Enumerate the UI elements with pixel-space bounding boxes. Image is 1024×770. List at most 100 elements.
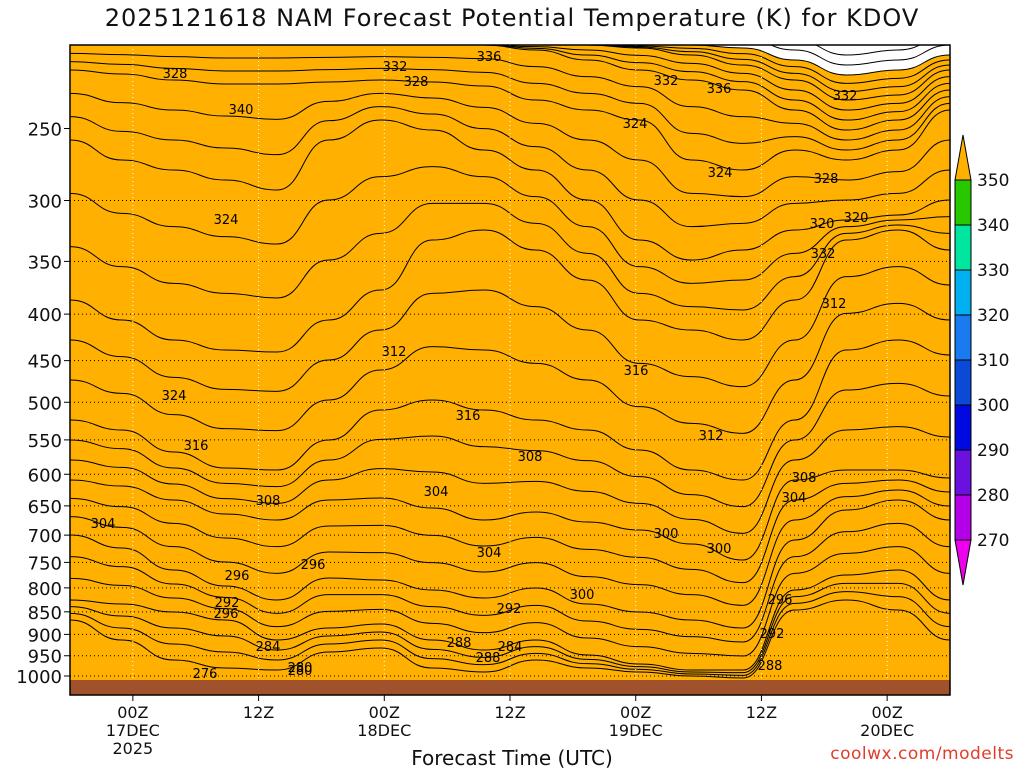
contour-label: 296 — [214, 607, 239, 622]
grid-layer — [70, 45, 950, 695]
contour-label: 300 — [654, 527, 679, 542]
colorbar-segment — [954, 179, 972, 226]
x-tick-label: 00Z — [369, 703, 400, 722]
contour-label: 332 — [833, 89, 858, 104]
y-tick-label: 800 — [28, 579, 62, 600]
y-axis: 2503003504004505005506006507007508008509… — [16, 120, 70, 688]
x-tick-year: 2025 — [112, 739, 153, 758]
contour-label: 304 — [91, 517, 116, 532]
contour-label: 284 — [256, 640, 281, 655]
contour-label: 324 — [708, 166, 733, 181]
contour-label: 288 — [476, 651, 501, 666]
colorbar-label: 290 — [977, 441, 1009, 461]
contour-label: 296 — [768, 593, 793, 608]
colorbar-label: 270 — [977, 531, 1009, 551]
contour-line — [70, 69, 950, 171]
contour-line — [70, 591, 950, 676]
contour-line — [70, 229, 950, 353]
contour-line — [70, 499, 950, 629]
contour-label: 332 — [811, 247, 836, 262]
y-tick-label: 700 — [28, 526, 62, 547]
contour-line — [769, 45, 950, 66]
colorbar-segment — [954, 359, 972, 406]
contour-label: 316 — [624, 364, 649, 379]
colorbar-label: 280 — [977, 486, 1009, 506]
y-tick-label: 850 — [28, 603, 62, 624]
contour-line — [70, 302, 950, 434]
contour-label: 324 — [214, 213, 239, 228]
contour-label: 304 — [424, 485, 449, 500]
contour-line — [70, 522, 950, 643]
contour-line — [70, 61, 950, 151]
y-tick-label: 750 — [28, 553, 62, 574]
x-tick-label: 12Z — [746, 703, 777, 722]
contour-line — [70, 469, 950, 561]
contour-line-layer — [70, 45, 950, 679]
contour-line — [70, 92, 950, 198]
x-tick-label: 12Z — [494, 703, 525, 722]
contour-label: 304 — [782, 491, 807, 506]
contour-label: 316 — [456, 409, 481, 424]
colorbar-label: 310 — [977, 351, 1009, 371]
y-tick-label: 650 — [28, 497, 62, 518]
contour-label: 308 — [518, 450, 543, 465]
contour-label: 324 — [162, 389, 187, 404]
chart-title: 2025121618 NAM Forecast Potential Temper… — [104, 4, 920, 32]
contour-label: 288 — [758, 659, 783, 674]
colorbar-label: 350 — [977, 171, 1009, 191]
contour-line — [70, 166, 950, 284]
contour-line — [70, 45, 950, 76]
contour-label: 300 — [707, 542, 732, 557]
contour-line — [70, 52, 950, 141]
colorbar-segment — [954, 314, 972, 361]
y-tick-label: 900 — [28, 625, 62, 646]
x-tick-label: 00Z — [871, 703, 902, 722]
contour-label: 300 — [570, 588, 595, 603]
ground-strip — [70, 680, 950, 695]
contour-label: 324 — [623, 117, 648, 132]
contour-label: 340 — [229, 103, 254, 118]
colorbar-max-triangle — [954, 134, 972, 181]
contour-line — [70, 479, 950, 584]
contour-label: 288 — [447, 636, 472, 651]
contour-label: 328 — [163, 67, 188, 82]
y-tick-label: 500 — [28, 393, 62, 414]
contour-label: 280 — [288, 664, 313, 679]
colorbar-min-triangle — [954, 539, 972, 586]
contour-label: 316 — [184, 439, 209, 454]
y-tick-label: 300 — [28, 192, 62, 213]
y-tick-label: 950 — [28, 647, 62, 668]
contour-label: 332 — [654, 74, 679, 89]
contour-line — [70, 599, 950, 679]
colorbar-label: 320 — [977, 306, 1009, 326]
x-tick-label: 12Z — [243, 703, 274, 722]
contour-label: 312 — [822, 297, 847, 312]
contour-label: 304 — [477, 546, 502, 561]
contour-line — [70, 45, 950, 93]
contour-line — [70, 382, 950, 508]
contour-line — [70, 202, 950, 311]
contour-label: 292 — [497, 602, 522, 617]
x-tick-date: 17DEC — [106, 721, 160, 740]
y-tick-label: 600 — [28, 465, 62, 486]
contour-line — [70, 266, 950, 392]
contour-line — [70, 45, 950, 131]
x-tick-label: 00Z — [117, 703, 148, 722]
colorbar-segment — [954, 224, 972, 271]
contour-label: 308 — [792, 471, 817, 486]
colorbar: 270 280 290 300 310 320 330 340 350 — [954, 134, 1009, 586]
contour-line — [70, 489, 950, 606]
contour-label: 296 — [225, 569, 250, 584]
colorbar-segment — [954, 269, 972, 316]
x-tick-date: 20DEC — [860, 721, 914, 740]
y-tick-label: 350 — [28, 252, 62, 273]
contour-label: 336 — [707, 82, 732, 97]
contour-line — [70, 339, 950, 481]
colorbar-segment — [954, 449, 972, 496]
contour-line — [70, 45, 950, 101]
contour-label: 320 — [810, 217, 835, 232]
contour-label: 280 — [288, 661, 313, 676]
